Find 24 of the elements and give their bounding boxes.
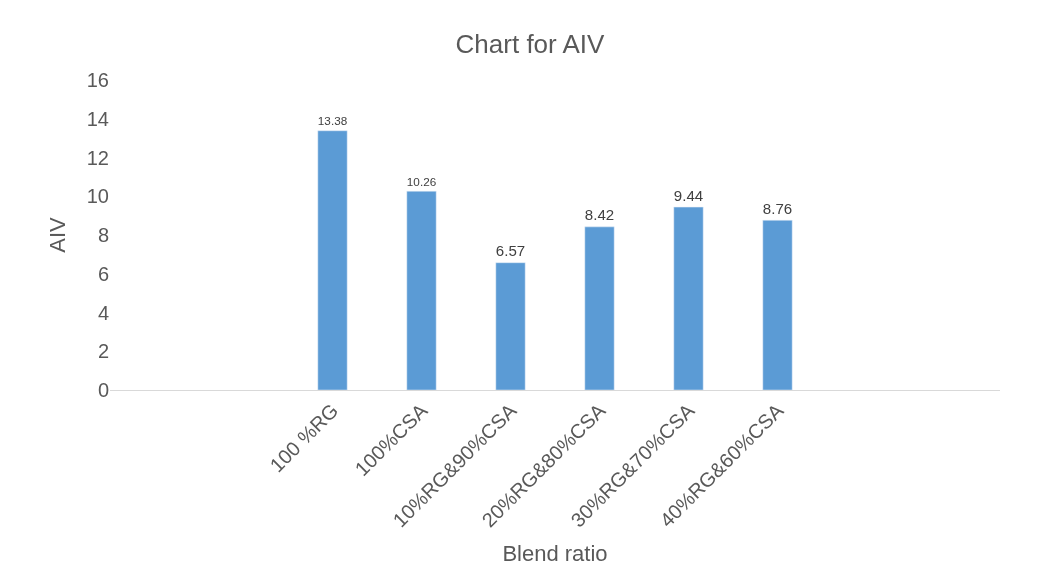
y-tick-label: 6 — [97, 262, 109, 285]
y-tick-label: 16 — [86, 69, 109, 91]
data-label: 9.44 — [673, 186, 704, 204]
y-tick-label: 10 — [86, 185, 109, 208]
data-label: 13.38 — [317, 114, 348, 128]
bar — [495, 262, 526, 390]
x-axis-title: Blend ratio — [502, 541, 608, 567]
data-label: 8.76 — [762, 199, 793, 217]
y-tick-label: 2 — [97, 340, 109, 363]
bar — [673, 206, 704, 390]
data-label: 8.42 — [584, 206, 615, 224]
data-label: 10.26 — [406, 174, 437, 188]
y-tick-label: 12 — [86, 146, 109, 169]
y-tick-label: 14 — [86, 107, 109, 130]
y-tick-label: 4 — [97, 301, 109, 324]
y-tick-label: 8 — [97, 224, 109, 246]
data-label: 6.57 — [495, 242, 526, 260]
bar — [584, 226, 615, 390]
chart-title: Chart for AIV — [455, 28, 606, 59]
bar — [762, 220, 793, 390]
y-axis-title: AIV — [44, 216, 70, 253]
bar — [317, 130, 348, 390]
bar — [406, 190, 437, 390]
y-tick-label: 0 — [97, 379, 109, 401]
